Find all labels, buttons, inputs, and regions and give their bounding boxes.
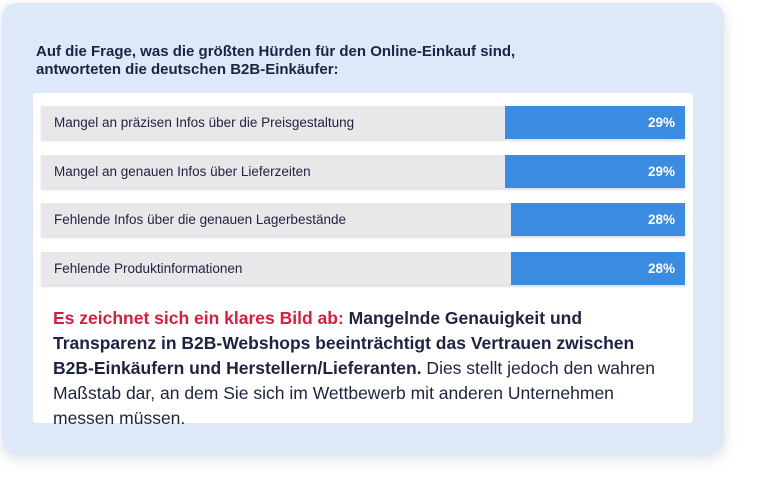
- bar-value-label: 28%: [647, 261, 675, 276]
- bar-category-label: Mangel an genauen Infos über Lieferzeite…: [54, 164, 311, 179]
- bar-row: Fehlende Produktinformationen 28%: [41, 252, 685, 285]
- bar-value-label: 28%: [647, 212, 675, 227]
- summary-accent: Es zeichnet sich ein klares Bild ab:: [53, 308, 344, 328]
- survey-question-line-1: Auf die Frage, was die größten Hürden fü…: [36, 43, 516, 60]
- bar: 29%: [505, 155, 685, 188]
- bar-category-label: Fehlende Infos über die genauen Lagerbes…: [54, 212, 346, 227]
- bar-value-label: 29%: [647, 164, 675, 179]
- summary-text: Es zeichnet sich ein klares Bild ab: Man…: [53, 306, 678, 431]
- bar-category-label: Fehlende Produktinformationen: [54, 261, 243, 276]
- survey-question-line-2: antworteten die deutschen B2B-Einkäufer:: [36, 61, 339, 78]
- survey-question: Auf die Frage, was die größten Hürden fü…: [36, 43, 556, 79]
- bar-row: Mangel an präzisen Infos über die Preisg…: [41, 106, 685, 139]
- bar: 29%: [505, 106, 685, 139]
- bar-category-label: Mangel an präzisen Infos über die Preisg…: [54, 115, 355, 130]
- bar: 28%: [511, 252, 685, 285]
- chart-panel: Mangel an präzisen Infos über die Preisg…: [33, 93, 693, 428]
- summary-strong: Mangelnde Genauigkeit und Transparenz in…: [53, 308, 635, 378]
- bar-value-label: 29%: [647, 115, 675, 130]
- bar-row: Fehlende Infos über die genauen Lagerbes…: [41, 203, 685, 236]
- bar-row: Mangel an genauen Infos über Lieferzeite…: [41, 155, 685, 188]
- bar: 28%: [511, 203, 685, 236]
- summary-rest: Dies stellt jedoch den wahren Maßstab da…: [53, 358, 656, 428]
